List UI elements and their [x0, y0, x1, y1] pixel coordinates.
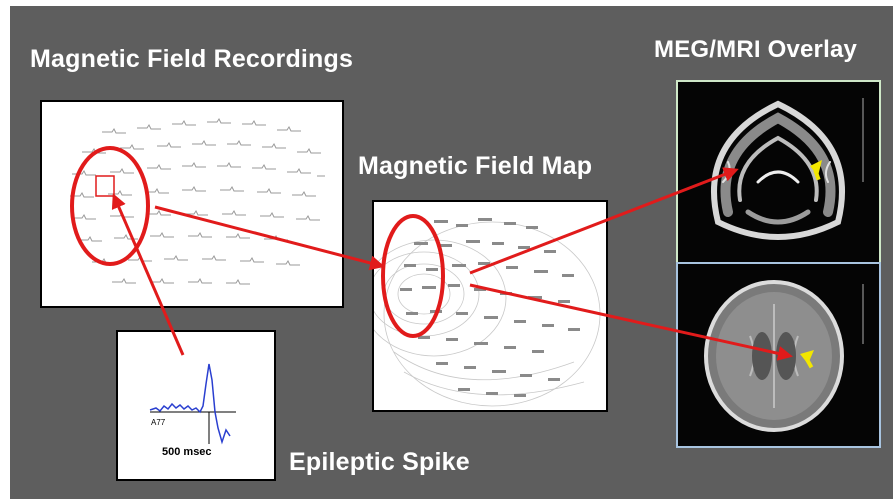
spike-to-recordings-arrow — [111, 193, 185, 356]
time-scale-label: 500 msec — [162, 446, 212, 458]
yellow-marker-arrow — [800, 160, 822, 369]
recordings-highlight-ellipse — [70, 146, 150, 266]
highlight-box — [95, 175, 115, 197]
title-epileptic-spike: Epileptic Spike — [289, 448, 470, 476]
recordings-panel — [40, 100, 344, 308]
sensor-traces — [70, 118, 325, 285]
map-highlight-ellipse — [381, 214, 445, 338]
brain-axial-drawing — [704, 280, 864, 432]
mri-axial-image — [676, 262, 881, 448]
recordings-to-map-arrow — [154, 205, 385, 271]
map-to-coronal-arrow — [469, 167, 739, 275]
title-meg-mri-overlay: MEG/MRI Overlay — [654, 36, 858, 63]
field-map-contours — [374, 218, 601, 407]
title-magnetic-field-map: Magnetic Field Map — [358, 152, 593, 180]
channel-label: A77 — [151, 418, 166, 427]
map-to-axial-arrow — [469, 283, 793, 361]
spike-waveform — [149, 363, 236, 445]
spike-panel: A77 500 msec — [116, 330, 276, 481]
title-magnetic-field-recordings: Magnetic Field Recordings — [30, 45, 354, 73]
